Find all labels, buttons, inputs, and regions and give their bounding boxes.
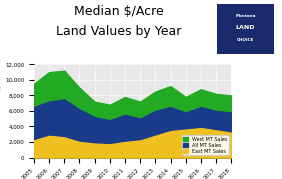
Y-axis label: Median Land Value $/Acre: Median Land Value $/Acre: [0, 70, 2, 152]
Text: LAND: LAND: [235, 25, 255, 30]
Text: CHOICE: CHOICE: [237, 38, 254, 42]
Text: Montana: Montana: [235, 14, 255, 18]
Legend: West MT Sales, All MT Sales, East MT Sales: West MT Sales, All MT Sales, East MT Sal…: [182, 135, 229, 155]
Text: Median $/Acre: Median $/Acre: [74, 5, 163, 18]
Text: Land Values by Year: Land Values by Year: [56, 25, 181, 38]
